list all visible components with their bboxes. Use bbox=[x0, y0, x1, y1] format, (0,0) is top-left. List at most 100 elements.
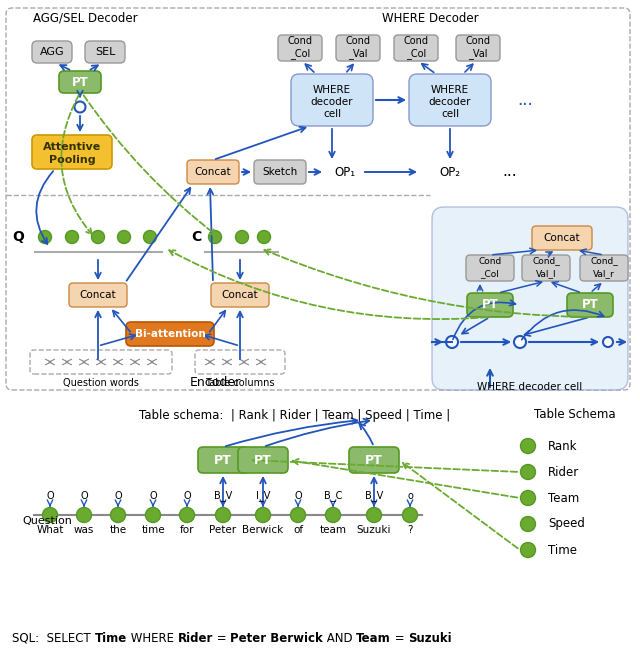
Text: WHERE Decoder: WHERE Decoder bbox=[381, 12, 478, 24]
FancyBboxPatch shape bbox=[532, 226, 592, 250]
Text: time: time bbox=[141, 525, 165, 535]
Text: Peter Berwick: Peter Berwick bbox=[230, 632, 323, 644]
Text: Pooling: Pooling bbox=[49, 155, 95, 165]
Text: Table Schema: Table Schema bbox=[534, 409, 616, 421]
Text: Speed: Speed bbox=[548, 517, 585, 530]
Text: O: O bbox=[114, 491, 122, 501]
Text: _Val: _Val bbox=[468, 48, 488, 60]
FancyBboxPatch shape bbox=[394, 35, 438, 61]
Text: C: C bbox=[191, 230, 201, 244]
Text: PT: PT bbox=[254, 453, 272, 466]
FancyBboxPatch shape bbox=[85, 41, 125, 63]
Text: AGG: AGG bbox=[40, 47, 64, 57]
FancyBboxPatch shape bbox=[32, 41, 72, 63]
Text: Suzuki: Suzuki bbox=[408, 632, 452, 644]
Text: SEL: SEL bbox=[95, 47, 115, 57]
Text: O: O bbox=[46, 491, 54, 501]
FancyBboxPatch shape bbox=[254, 160, 306, 184]
Circle shape bbox=[111, 508, 125, 523]
Text: Encoder: Encoder bbox=[189, 377, 241, 390]
FancyBboxPatch shape bbox=[409, 74, 491, 126]
Text: WHERE decoder cell: WHERE decoder cell bbox=[477, 382, 582, 392]
Circle shape bbox=[38, 230, 51, 243]
Text: the: the bbox=[109, 525, 127, 535]
Text: of: of bbox=[293, 525, 303, 535]
Text: Table columns: Table columns bbox=[205, 378, 275, 388]
Text: Peter: Peter bbox=[209, 525, 237, 535]
Text: WHERE: WHERE bbox=[127, 632, 177, 644]
Text: _Col: _Col bbox=[290, 48, 310, 60]
Text: Team: Team bbox=[356, 632, 391, 644]
Text: PT: PT bbox=[214, 453, 232, 466]
FancyBboxPatch shape bbox=[211, 283, 269, 307]
Text: Cond: Cond bbox=[346, 36, 371, 46]
Circle shape bbox=[520, 517, 536, 532]
Circle shape bbox=[236, 230, 248, 243]
Text: decoder: decoder bbox=[429, 97, 471, 107]
Text: decoder: decoder bbox=[311, 97, 353, 107]
Text: O: O bbox=[149, 491, 157, 501]
Text: cell: cell bbox=[441, 109, 459, 119]
Circle shape bbox=[446, 336, 458, 348]
Text: AND: AND bbox=[323, 632, 356, 644]
Text: PT: PT bbox=[582, 298, 598, 311]
Circle shape bbox=[326, 508, 340, 523]
Text: Cond_: Cond_ bbox=[590, 256, 618, 266]
Text: was: was bbox=[74, 525, 94, 535]
Text: _Col: _Col bbox=[481, 269, 499, 279]
Text: Question: Question bbox=[22, 516, 72, 526]
Circle shape bbox=[255, 508, 271, 523]
Text: I_V: I_V bbox=[256, 490, 270, 502]
Circle shape bbox=[291, 508, 305, 523]
Circle shape bbox=[145, 508, 161, 523]
Circle shape bbox=[403, 508, 417, 523]
Text: Cond: Cond bbox=[403, 36, 429, 46]
Text: Cond_: Cond_ bbox=[532, 256, 560, 266]
Text: O: O bbox=[183, 491, 191, 501]
Text: Val_r: Val_r bbox=[593, 269, 615, 279]
Text: Attentive: Attentive bbox=[43, 142, 101, 152]
Text: ...: ... bbox=[502, 165, 517, 179]
FancyBboxPatch shape bbox=[349, 447, 399, 473]
Text: B_V: B_V bbox=[214, 490, 232, 502]
Text: OP₂: OP₂ bbox=[440, 165, 461, 179]
Text: AGG/SEL Decoder: AGG/SEL Decoder bbox=[33, 12, 138, 24]
Text: o: o bbox=[407, 491, 413, 501]
FancyBboxPatch shape bbox=[278, 35, 322, 61]
Circle shape bbox=[257, 230, 271, 243]
Text: for: for bbox=[180, 525, 195, 535]
Text: Rider: Rider bbox=[548, 466, 579, 479]
Text: Cond: Cond bbox=[478, 256, 502, 266]
Text: Suzuki: Suzuki bbox=[356, 525, 391, 535]
Text: WHERE: WHERE bbox=[313, 85, 351, 95]
Text: Rider: Rider bbox=[177, 632, 213, 644]
Circle shape bbox=[118, 230, 131, 243]
FancyBboxPatch shape bbox=[32, 135, 112, 169]
Text: SQL:  SELECT: SQL: SELECT bbox=[12, 632, 95, 644]
Circle shape bbox=[77, 508, 92, 523]
Text: Val_l: Val_l bbox=[536, 269, 556, 279]
Text: ...: ... bbox=[517, 91, 533, 109]
Text: =: = bbox=[391, 632, 408, 644]
Text: Q: Q bbox=[12, 230, 24, 244]
FancyBboxPatch shape bbox=[522, 255, 570, 281]
Text: Concat: Concat bbox=[80, 290, 116, 300]
Circle shape bbox=[367, 508, 381, 523]
FancyBboxPatch shape bbox=[69, 283, 127, 307]
FancyBboxPatch shape bbox=[567, 293, 613, 317]
Text: _Col: _Col bbox=[406, 48, 426, 60]
FancyBboxPatch shape bbox=[6, 8, 630, 390]
FancyBboxPatch shape bbox=[198, 447, 248, 473]
Circle shape bbox=[514, 336, 526, 348]
Circle shape bbox=[65, 230, 79, 243]
Circle shape bbox=[216, 508, 230, 523]
Text: O: O bbox=[294, 491, 302, 501]
Text: OP₁: OP₁ bbox=[335, 165, 356, 179]
Text: What: What bbox=[36, 525, 64, 535]
Text: PT: PT bbox=[365, 453, 383, 466]
Text: ?: ? bbox=[407, 525, 413, 535]
Text: B_C: B_C bbox=[324, 490, 342, 502]
FancyBboxPatch shape bbox=[432, 207, 628, 390]
Circle shape bbox=[74, 101, 86, 112]
Text: Concat: Concat bbox=[544, 233, 580, 243]
